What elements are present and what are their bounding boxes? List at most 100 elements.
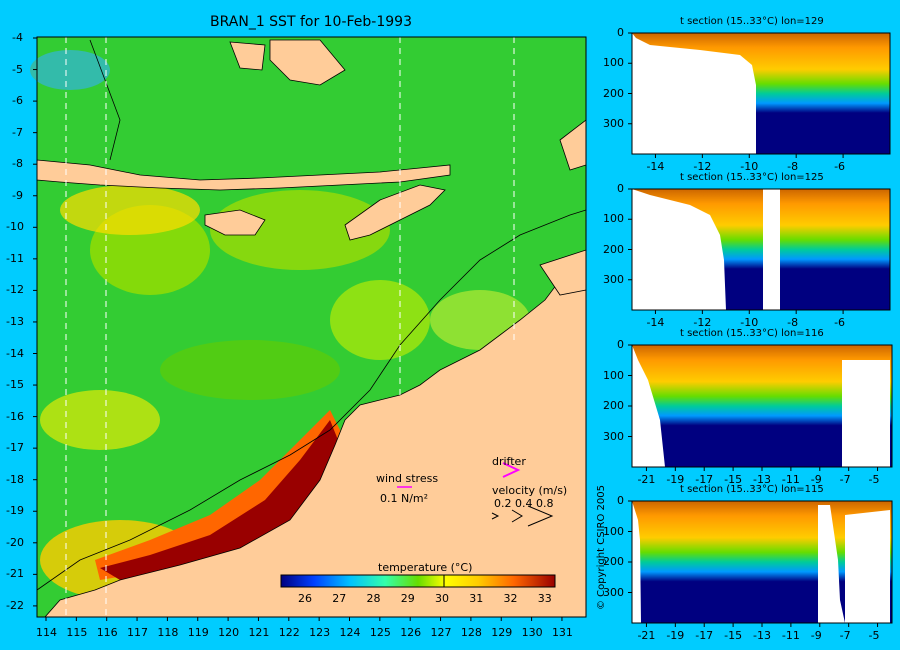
section-lat-tick-label: -19 [666,629,685,642]
section-panel-4 [628,500,893,627]
section-title-4: t section (15..33°C) lon=115 [680,484,824,495]
map-plot-area [30,36,587,618]
section-lat-tick-label: -9 [810,629,822,642]
lat-tick-label: -5 [12,62,23,76]
lon-tick-label: 126 [400,626,422,639]
lon-tick-label: 127 [430,626,452,639]
velocity-arrow-small [491,512,500,520]
section-lat-tick-label: -8 [787,316,799,329]
section-lat-tick-label: -5 [868,629,880,642]
depth-tick-label: 300 [603,585,624,599]
colorbar-tick-label: 33 [537,592,552,605]
section-title-3: t section (15..33°C) lon=116 [680,328,824,339]
lon-tick-label: 115 [66,626,88,639]
lat-tick-label: -16 [6,409,24,423]
map-title: BRAN_1 SST for 10-Feb-1993 [210,14,412,30]
depth-tick-label: 100 [603,56,624,70]
section-lat-tick-label: -14 [646,160,665,173]
velocity-label: velocity (m/s) [492,484,568,497]
cool-patch [30,50,110,90]
section-lat-tick-label: -15 [724,473,743,486]
depth-tick-label: 0 [617,338,624,351]
lat-tick-label: -11 [6,251,24,265]
lon-tick-label: 119 [187,626,209,639]
map-legend [397,462,554,527]
lon-tick-label: 129 [491,626,513,639]
section-lat-tick-label: -13 [753,629,771,642]
section-panel-2 [628,188,891,314]
sumba-island [204,209,266,236]
australia-land [44,259,587,618]
lon-tick-label: 118 [157,626,179,639]
section-panel-1 [628,32,891,158]
map-axis-ticks [33,37,563,621]
lat-tick-label: -17 [6,441,24,455]
depth-tick-label: 200 [603,242,624,256]
lon-tick-label: 120 [218,626,240,639]
lon-tick-label: 130 [521,626,543,639]
lat-tick-label: -14 [6,346,24,360]
lon-tick-label: 124 [339,626,361,639]
depth-tick-label: 200 [603,399,624,412]
depth-tick-label: 0 [617,182,624,195]
section-lat-tick-label: -5 [868,473,880,486]
lat-tick-label: -10 [6,220,24,234]
lon-tick-label: 131 [551,626,573,639]
lon-tick-label: 114 [36,626,57,639]
section-land-mask [632,189,780,310]
drifter-arrow [502,462,521,478]
shelf-contour [36,209,587,591]
section-panel-3 [628,344,893,471]
section-lat-tick-label: -15 [724,629,743,642]
section-land-mask [632,501,890,623]
section-lat-tick-label: -7 [839,629,851,642]
section-lat-tick-label: -6 [834,316,846,329]
depth-tick-label: 100 [603,368,624,382]
section-lat-tick-label: -13 [753,473,771,486]
section-land-mask [632,33,756,154]
colorbar-label: temperature (°C) [378,561,473,574]
colorbar-tick-label: 27 [332,592,347,605]
colorbar-tick-label: 32 [503,592,518,605]
section-lat-tick-label: -17 [695,629,714,642]
section-land-mask [632,345,890,467]
lat-tick-label: -22 [6,598,24,612]
sulawesi-tip [269,39,346,86]
velocity-arrow-medium [511,509,523,523]
lon-tick-label: 121 [248,626,270,639]
velocity-arrow-large [527,505,554,527]
depth-tick-label: 100 [603,212,624,226]
depth-tick-label: 300 [603,272,624,286]
lon-tick-label: 116 [96,626,118,639]
section-lat-tick-label: -10 [740,316,759,329]
section-lat-tick-label: -7 [839,473,851,486]
lat-tick-label: -6 [12,94,23,108]
colorbar-tick-label: 29 [400,592,415,605]
wind-stress-value: 0.1 N/m² [380,492,429,505]
lat-tick-label: -21 [6,567,24,581]
wind-stress-label: wind stress [376,472,439,485]
section-lat-tick-label: -19 [666,473,685,486]
section-lat-tick-label: -11 [781,473,800,486]
lat-tick-label: -8 [12,157,23,171]
lat-tick-label: -13 [6,314,24,328]
depth-tick-label: 200 [603,555,624,568]
depth-tick-label: 200 [603,86,624,100]
lesser-sunda-islands [36,159,451,191]
depth-tick-label: 0 [617,494,624,507]
section-lat-tick-label: -12 [693,316,712,329]
section-lat-tick-label: -21 [637,629,656,642]
section-lat-tick-label: -11 [781,629,800,642]
section-lat-tick-label: -14 [646,316,665,329]
hot-coastal-band [100,420,340,580]
lat-tick-label: -12 [6,283,24,297]
velocity-values: 0.2 0.4 0.8 [494,497,554,510]
lon-tick-label: 122 [278,626,300,639]
lat-tick-label: -9 [12,188,23,202]
lat-tick-label: -4 [12,31,23,44]
section-lat-tick-label: -10 [740,160,759,173]
colorbar-tick-label: 31 [469,592,484,605]
colorbar-tick-label: 30 [434,592,449,605]
lon-tick-label: 117 [127,626,149,639]
depth-tick-label: 300 [603,116,624,130]
